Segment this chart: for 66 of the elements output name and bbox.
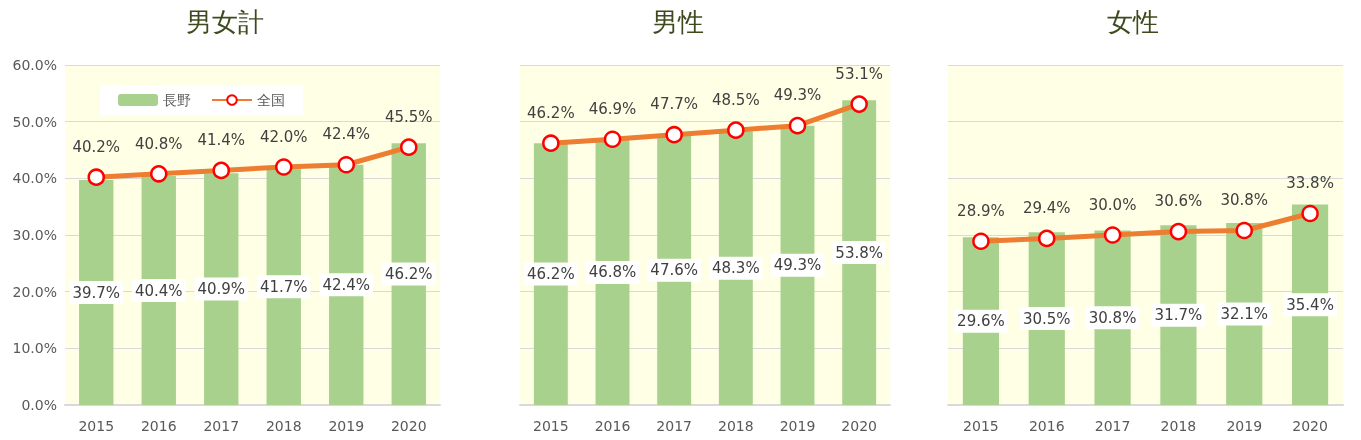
data-label: 30.0% — [1088, 195, 1137, 214]
x-tick-label: 2019 — [779, 418, 816, 434]
data-label: 47.7% — [650, 95, 698, 114]
y-tick-label: 30.0% — [12, 227, 57, 243]
data-label: 30.5% — [1022, 309, 1071, 328]
data-label: 32.1% — [1220, 305, 1269, 324]
x-tick-label: 2015 — [533, 418, 569, 434]
data-label: 30.6% — [1154, 192, 1203, 211]
data-label: 40.4% — [134, 281, 183, 300]
data-label: 30.8% — [1088, 308, 1137, 327]
data-label: 42.0% — [259, 127, 308, 146]
data-label: 40.8% — [134, 134, 183, 153]
y-tick-label: 10.0% — [12, 340, 57, 357]
x-tick-label: 2018 — [718, 418, 754, 434]
x-tick-label: 2017 — [1094, 418, 1131, 434]
x-tick-label: 2019 — [1226, 418, 1263, 434]
legend-label: 長野 — [163, 92, 191, 108]
data-label: 47.6% — [650, 261, 698, 280]
data-label: 41.4% — [197, 131, 246, 150]
data-label: 46.2% — [384, 265, 433, 284]
data-label: 33.8% — [1286, 174, 1334, 193]
x-tick-label: 2016 — [594, 418, 631, 434]
x-tick-label: 2020 — [390, 418, 427, 434]
data-label: 48.5% — [712, 90, 760, 109]
y-tick-label: 0.0% — [21, 397, 57, 413]
data-label: 46.2% — [527, 103, 575, 122]
chart-title: 男性 — [651, 7, 704, 37]
data-label: 48.3% — [712, 259, 760, 278]
data-label: 46.8% — [588, 263, 637, 282]
y-tick-label: 60.0% — [12, 57, 57, 73]
data-label: 46.2% — [527, 265, 575, 284]
data-label: 29.6% — [957, 312, 1005, 331]
data-label: 41.7% — [259, 277, 308, 296]
x-tick-label: 2017 — [656, 418, 692, 434]
x-tick-label: 2018 — [1160, 418, 1197, 434]
data-label: 39.7% — [72, 283, 121, 302]
data-label: 42.4% — [322, 125, 371, 144]
data-label: 53.8% — [835, 243, 883, 262]
data-label: 40.2% — [72, 137, 121, 156]
data-label: 45.5% — [384, 107, 433, 126]
x-tick-label: 2020 — [841, 418, 877, 434]
data-label: 29.4% — [1022, 199, 1071, 218]
y-tick-label: 40.0% — [12, 170, 57, 187]
x-tick-label: 2015 — [78, 418, 115, 434]
x-tick-label: 2015 — [963, 418, 999, 434]
legend-label: 全国 — [257, 92, 285, 108]
chart-title: 女性 — [1107, 7, 1159, 37]
y-tick-label: 50.0% — [12, 113, 57, 130]
data-label: 31.7% — [1154, 306, 1203, 325]
y-tick-label: 20.0% — [12, 283, 57, 300]
x-tick-label: 2020 — [1292, 418, 1328, 434]
x-tick-label: 2019 — [328, 418, 365, 434]
x-tick-label: 2016 — [140, 418, 177, 434]
data-label: 49.3% — [773, 256, 822, 275]
x-tick-label: 2018 — [265, 418, 302, 434]
data-label: 49.3% — [773, 86, 822, 105]
data-label: 46.9% — [588, 99, 637, 118]
chart-title: 男女計 — [186, 7, 264, 37]
data-label: 30.8% — [1220, 191, 1269, 210]
x-tick-label: 2017 — [203, 418, 240, 434]
data-label: 42.4% — [322, 275, 371, 294]
data-label: 35.4% — [1286, 295, 1334, 314]
x-tick-label: 2016 — [1028, 418, 1065, 434]
data-label: 40.9% — [197, 280, 246, 299]
data-label: 28.9% — [957, 201, 1005, 220]
data-label: 53.1% — [835, 64, 883, 83]
